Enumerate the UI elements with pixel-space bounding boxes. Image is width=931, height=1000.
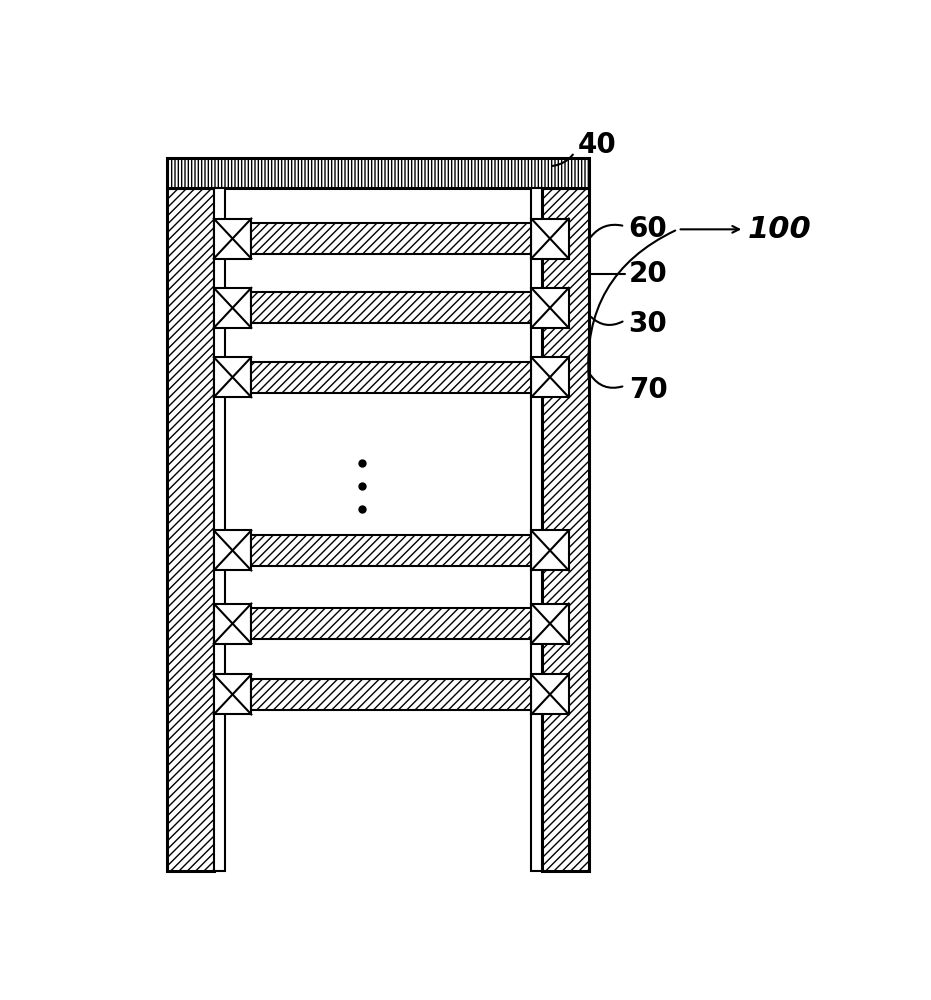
Bar	[167, 188, 214, 871]
Bar	[251, 223, 532, 254]
Text: 20: 20	[628, 260, 668, 288]
Bar	[532, 674, 569, 714]
Bar	[251, 608, 532, 639]
Bar	[251, 362, 532, 393]
Bar	[542, 188, 589, 871]
Bar	[532, 604, 569, 644]
Text: 70: 70	[628, 375, 668, 403]
Bar	[167, 158, 589, 188]
Bar	[214, 674, 251, 714]
Bar	[532, 288, 569, 328]
Text: 100: 100	[748, 215, 812, 244]
Bar	[251, 679, 532, 710]
Text: 30: 30	[628, 310, 668, 338]
Bar	[214, 530, 251, 570]
Bar	[214, 357, 251, 397]
Bar	[532, 530, 569, 570]
Bar	[251, 292, 532, 323]
Bar	[532, 188, 542, 871]
Bar	[214, 188, 224, 871]
Bar	[214, 219, 251, 259]
Bar	[214, 604, 251, 644]
Bar	[532, 219, 569, 259]
Bar	[532, 357, 569, 397]
Text: 60: 60	[628, 215, 668, 243]
Text: 40: 40	[578, 131, 617, 159]
Bar	[214, 288, 251, 328]
Bar	[251, 535, 532, 566]
Bar	[224, 188, 532, 871]
